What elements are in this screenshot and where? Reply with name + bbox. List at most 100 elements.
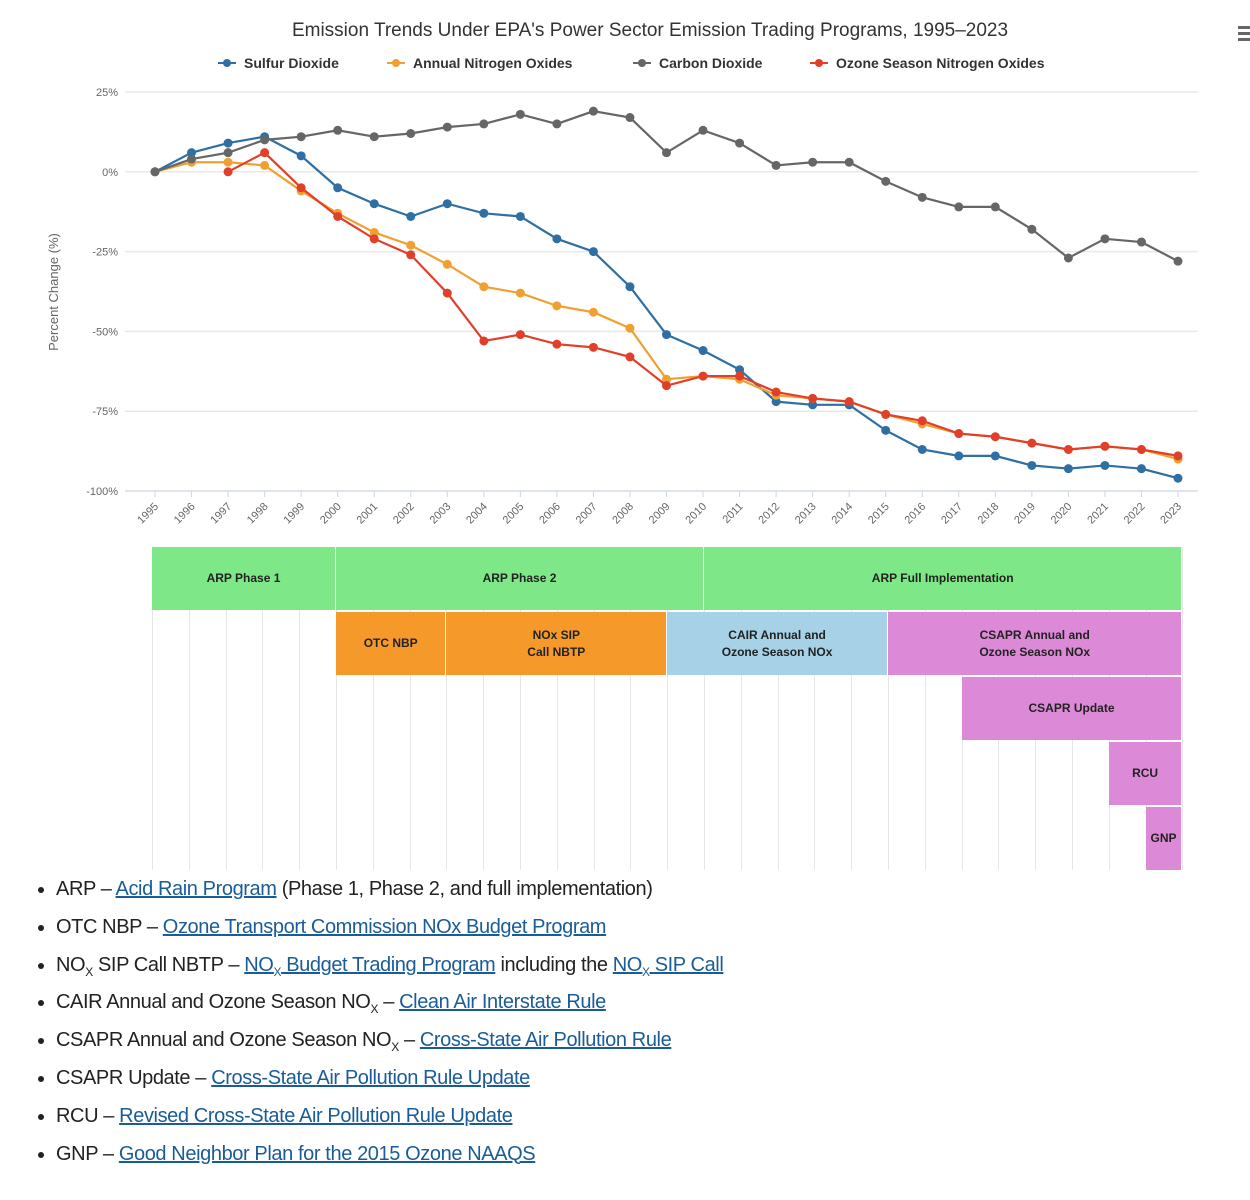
data-point[interactable]: [1136, 464, 1146, 474]
data-point[interactable]: [954, 202, 964, 212]
data-point[interactable]: [515, 330, 525, 340]
data-point[interactable]: [917, 192, 927, 202]
data-point[interactable]: [1136, 445, 1146, 455]
data-point[interactable]: [479, 282, 489, 292]
data-point[interactable]: [552, 234, 562, 244]
data-point[interactable]: [881, 176, 891, 186]
data-point[interactable]: [735, 371, 745, 381]
data-point[interactable]: [442, 259, 452, 269]
data-point[interactable]: [296, 132, 306, 142]
data-point[interactable]: [1100, 234, 1110, 244]
data-point[interactable]: [990, 202, 1000, 212]
data-point[interactable]: [369, 227, 379, 237]
data-point[interactable]: [406, 250, 416, 260]
data-point[interactable]: [296, 151, 306, 161]
data-point[interactable]: [187, 154, 197, 164]
data-point[interactable]: [881, 409, 891, 419]
legend-item[interactable]: Carbon Dioxide: [633, 55, 763, 71]
data-point[interactable]: [844, 397, 854, 407]
data-point[interactable]: [442, 288, 452, 298]
data-point[interactable]: [1027, 460, 1037, 470]
data-point[interactable]: [333, 125, 343, 135]
data-point[interactable]: [808, 400, 818, 410]
data-point[interactable]: [515, 109, 525, 119]
data-point[interactable]: [369, 234, 379, 244]
data-point[interactable]: [881, 425, 891, 435]
legend-item[interactable]: Ozone Season Nitrogen Oxides: [810, 55, 1045, 71]
data-point[interactable]: [771, 160, 781, 170]
data-point[interactable]: [552, 119, 562, 129]
data-point[interactable]: [625, 352, 635, 362]
data-point[interactable]: [698, 371, 708, 381]
data-point[interactable]: [515, 288, 525, 298]
legend-item[interactable]: Sulfur Dioxide: [218, 55, 339, 71]
data-point[interactable]: [150, 167, 160, 177]
data-point[interactable]: [515, 211, 525, 221]
acid-rain-program-link[interactable]: Acid Rain Program: [115, 878, 277, 900]
data-point[interactable]: [1063, 253, 1073, 263]
data-point[interactable]: [990, 432, 1000, 442]
data-point[interactable]: [1100, 441, 1110, 451]
data-point[interactable]: [698, 125, 708, 135]
data-point[interactable]: [1136, 237, 1146, 247]
data-point[interactable]: [296, 183, 306, 193]
gnp-link[interactable]: Good Neighbor Plan for the 2015 Ozone NA…: [118, 1142, 536, 1165]
data-point[interactable]: [442, 199, 452, 209]
data-point[interactable]: [223, 138, 233, 148]
csapr-update-link[interactable]: Cross-State Air Pollution Rule Update: [211, 1066, 530, 1089]
data-point[interactable]: [954, 429, 964, 439]
data-point[interactable]: [223, 148, 233, 158]
data-point[interactable]: [260, 160, 270, 170]
data-point[interactable]: [260, 148, 270, 158]
data-point[interactable]: [369, 199, 379, 209]
data-point[interactable]: [588, 247, 598, 257]
data-point[interactable]: [1100, 460, 1110, 470]
data-point[interactable]: [369, 132, 379, 142]
legend-item[interactable]: Annual Nitrogen Oxides: [387, 55, 573, 71]
data-point[interactable]: [588, 307, 598, 317]
data-point[interactable]: [771, 397, 781, 407]
data-point[interactable]: [1027, 224, 1037, 234]
data-point[interactable]: [662, 374, 671, 384]
data-point[interactable]: [333, 211, 343, 221]
data-point[interactable]: [479, 336, 489, 346]
data-point[interactable]: [552, 339, 562, 349]
data-point[interactable]: [808, 157, 818, 167]
data-point[interactable]: [698, 346, 708, 356]
data-point[interactable]: [260, 135, 270, 145]
data-point[interactable]: [808, 393, 818, 403]
data-point[interactable]: [844, 157, 854, 167]
nox-budget-trading-program-link[interactable]: NOX Budget Trading Program: [244, 953, 496, 979]
data-point[interactable]: [735, 138, 745, 148]
nox-sip-call-link[interactable]: NOX SIP Call: [612, 953, 724, 979]
data-point[interactable]: [406, 211, 416, 221]
data-point[interactable]: [625, 282, 635, 292]
data-point[interactable]: [588, 342, 598, 352]
data-point[interactable]: [917, 416, 927, 426]
data-point[interactable]: [662, 381, 671, 391]
data-point[interactable]: [735, 365, 745, 375]
data-point[interactable]: [552, 301, 562, 311]
data-point[interactable]: [1063, 445, 1073, 455]
data-point[interactable]: [1173, 451, 1183, 461]
data-point[interactable]: [625, 113, 635, 123]
rcu-link[interactable]: Revised Cross-State Air Pollution Rule U…: [119, 1104, 513, 1127]
data-point[interactable]: [442, 122, 452, 132]
data-point[interactable]: [954, 451, 964, 461]
data-point[interactable]: [223, 167, 233, 177]
data-point[interactable]: [1173, 256, 1183, 266]
data-point[interactable]: [223, 157, 233, 167]
data-point[interactable]: [187, 148, 197, 158]
data-point[interactable]: [990, 451, 1000, 461]
data-point[interactable]: [1063, 464, 1073, 474]
data-point[interactable]: [662, 330, 671, 340]
data-point[interactable]: [588, 106, 598, 116]
cair-link[interactable]: Clean Air Interstate Rule: [399, 991, 606, 1014]
data-point[interactable]: [1173, 473, 1183, 483]
data-point[interactable]: [406, 240, 416, 250]
hamburger-menu-icon[interactable]: [1238, 26, 1250, 44]
data-point[interactable]: [479, 119, 489, 129]
data-point[interactable]: [479, 208, 489, 218]
data-point[interactable]: [406, 128, 416, 138]
data-point[interactable]: [625, 323, 635, 333]
